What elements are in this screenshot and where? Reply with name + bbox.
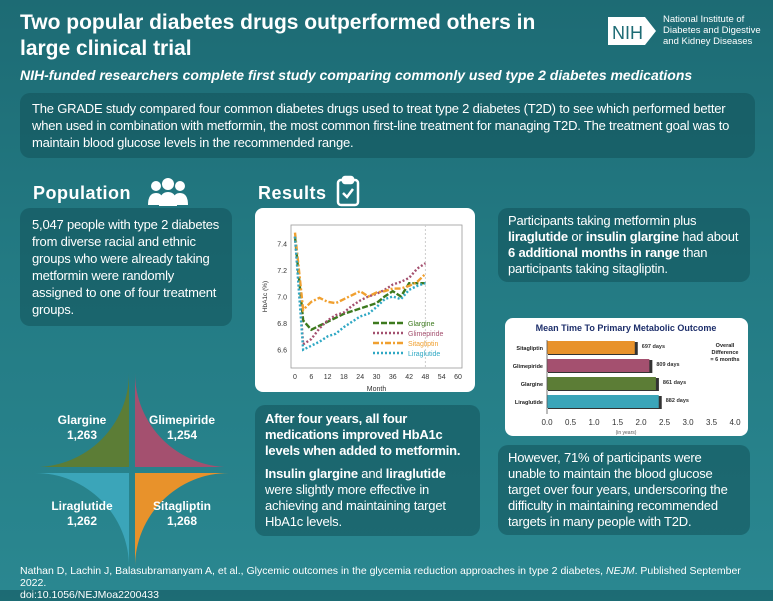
series-line-sitagliptin <box>293 232 427 313</box>
nih-logo: NIH National Institute of Diabetes and D… <box>607 14 761 47</box>
pie-label: Glargine <box>58 413 107 427</box>
population-text: 5,047 people with type 2 diabetes from d… <box>32 217 220 317</box>
x-tick-label: 1.0 <box>588 418 600 427</box>
pie-slice-glargine <box>35 373 129 467</box>
legend-label: Sitagliptin <box>408 341 438 348</box>
x-axis-label: (in years) <box>616 430 637 436</box>
bar-chart-title: Mean Time To Primary Metabolic Outcome <box>536 323 717 333</box>
svg-text:NIH: NIH <box>612 23 643 43</box>
bar-liraglutide <box>547 395 659 408</box>
intro-text: The GRADE study compared four common dia… <box>32 101 730 150</box>
x-tick-label: 1.5 <box>612 418 624 427</box>
series-line-liraglutide <box>293 236 426 352</box>
x-tick-label: 6 <box>309 374 313 381</box>
x-tick-label: 2.5 <box>659 418 671 427</box>
pie-count: 1,263 <box>67 428 97 442</box>
y-tick-label: 7.4 <box>277 241 287 248</box>
legend-label: Glargine <box>408 321 435 328</box>
pie-slice-glimepiride <box>135 373 229 467</box>
population-heading: Population <box>33 183 131 203</box>
right-panel-bottom: However, 71% of participants were unable… <box>498 445 750 535</box>
x-tick-label: 30 <box>373 374 381 381</box>
x-tick-label: 4.0 <box>729 418 741 427</box>
pie-slice-liraglutide <box>35 473 129 567</box>
bar-category-label: Liraglutide <box>515 400 543 406</box>
x-tick-label: 3.0 <box>682 418 694 427</box>
bar-category-label: Glargine <box>521 382 543 388</box>
bar-annotation: = 6 months <box>710 357 739 363</box>
hba1c-line-chart-card: 0 6 12 18 24 30 36 42 48 54 60 6.6 6.8 7.0 7.2 7.4 Month… <box>255 208 475 393</box>
y-axis-label: HbA1c (%) <box>262 281 269 312</box>
bar-annotation: Difference <box>712 350 739 356</box>
x-tick-label: 12 <box>324 374 332 381</box>
page-subtitle: NIH-funded researchers complete first st… <box>20 67 693 83</box>
legend-label: Glimepiride <box>408 331 444 338</box>
x-tick-label: 48 <box>422 374 430 381</box>
x-axis-label: Month <box>367 386 387 392</box>
pie-slice-sitagliptin <box>135 473 229 567</box>
results-text-1: After four years, all four medications i… <box>265 411 461 458</box>
bar-value-label: 697 days <box>642 344 665 350</box>
nih-logo-mark: NIH <box>608 16 656 45</box>
bar-annotation: Overall <box>716 343 735 349</box>
pie-label: Sitagliptin <box>153 499 211 513</box>
x-tick-label: 18 <box>340 374 348 381</box>
people-icon <box>148 178 188 206</box>
metabolic-outcome-bar-chart-card: Mean Time To Primary Metabolic Outcome Si… <box>505 318 748 436</box>
pie-count: 1,262 <box>67 514 97 528</box>
results-heading: Results <box>258 183 327 203</box>
series-line-glimepiride <box>293 236 427 347</box>
right-text-bottom: However, 71% of participants were unable… <box>508 450 728 529</box>
logo-org-line: and Kidney Diseases <box>663 36 753 47</box>
x-tick-label: 42 <box>405 374 413 381</box>
citation: Nathan D, Lachin J, Balasubramanyam A, e… <box>20 565 741 601</box>
legend-label: Liraglutide <box>408 351 440 358</box>
bar-value-label: 809 days <box>656 362 679 368</box>
bar-category-label: Glimepiride <box>513 364 543 370</box>
x-tick-label: 2.0 <box>635 418 647 427</box>
pie-label: Glimepiride <box>149 413 215 427</box>
intro-panel: The GRADE study compared four common dia… <box>20 93 755 158</box>
logo-org-line: Diabetes and Digestive <box>663 25 761 36</box>
right-panel-top: Participants taking metformin plus lirag… <box>498 208 750 282</box>
y-tick-label: 6.8 <box>277 321 287 328</box>
plot-frame <box>290 224 463 369</box>
x-tick-label: 60 <box>454 374 462 381</box>
bar-sitagliptin <box>547 341 635 354</box>
x-tick-label: 54 <box>438 374 446 381</box>
results-panel: After four years, all four medications i… <box>255 405 480 536</box>
results-text-2: Insulin glargine and liraglutide were sl… <box>265 466 446 529</box>
x-tick-label: 24 <box>356 374 364 381</box>
page-title: Two popular diabetes drugs outperformed … <box>20 11 536 60</box>
x-tick-label: 0 <box>293 374 297 381</box>
logo-org-line: National Institute of <box>663 14 745 25</box>
pie-count: 1,254 <box>167 428 197 442</box>
y-tick-label: 6.6 <box>277 348 287 355</box>
series-line-glargine <box>293 236 426 332</box>
bar-glargine <box>547 377 656 390</box>
bar-value-label: 882 days <box>666 398 689 404</box>
x-tick-label: 36 <box>389 374 397 381</box>
pie-count: 1,268 <box>167 514 197 528</box>
metabolic-outcome-bar-chart: Mean Time To Primary Metabolic Outcome Si… <box>513 323 741 436</box>
y-tick-label: 7.2 <box>277 268 287 275</box>
bar-value-label: 861 days <box>663 380 686 386</box>
x-tick-label: 0.0 <box>541 418 553 427</box>
y-tick-label: 7.0 <box>277 295 287 302</box>
population-panel: 5,047 people with type 2 diabetes from d… <box>20 208 232 326</box>
clipboard-check-icon <box>336 175 360 207</box>
x-tick-label: 3.5 <box>706 418 718 427</box>
hba1c-line-chart: 0 6 12 18 24 30 36 42 48 54 60 6.6 6.8 7.0 7.2 7.4 Month… <box>262 224 463 393</box>
pie-label: Liraglutide <box>51 499 113 513</box>
x-tick-label: 0.5 <box>565 418 577 427</box>
bar-category-label: Sitagliptin <box>516 346 543 352</box>
bar-glimepiride <box>547 359 650 372</box>
